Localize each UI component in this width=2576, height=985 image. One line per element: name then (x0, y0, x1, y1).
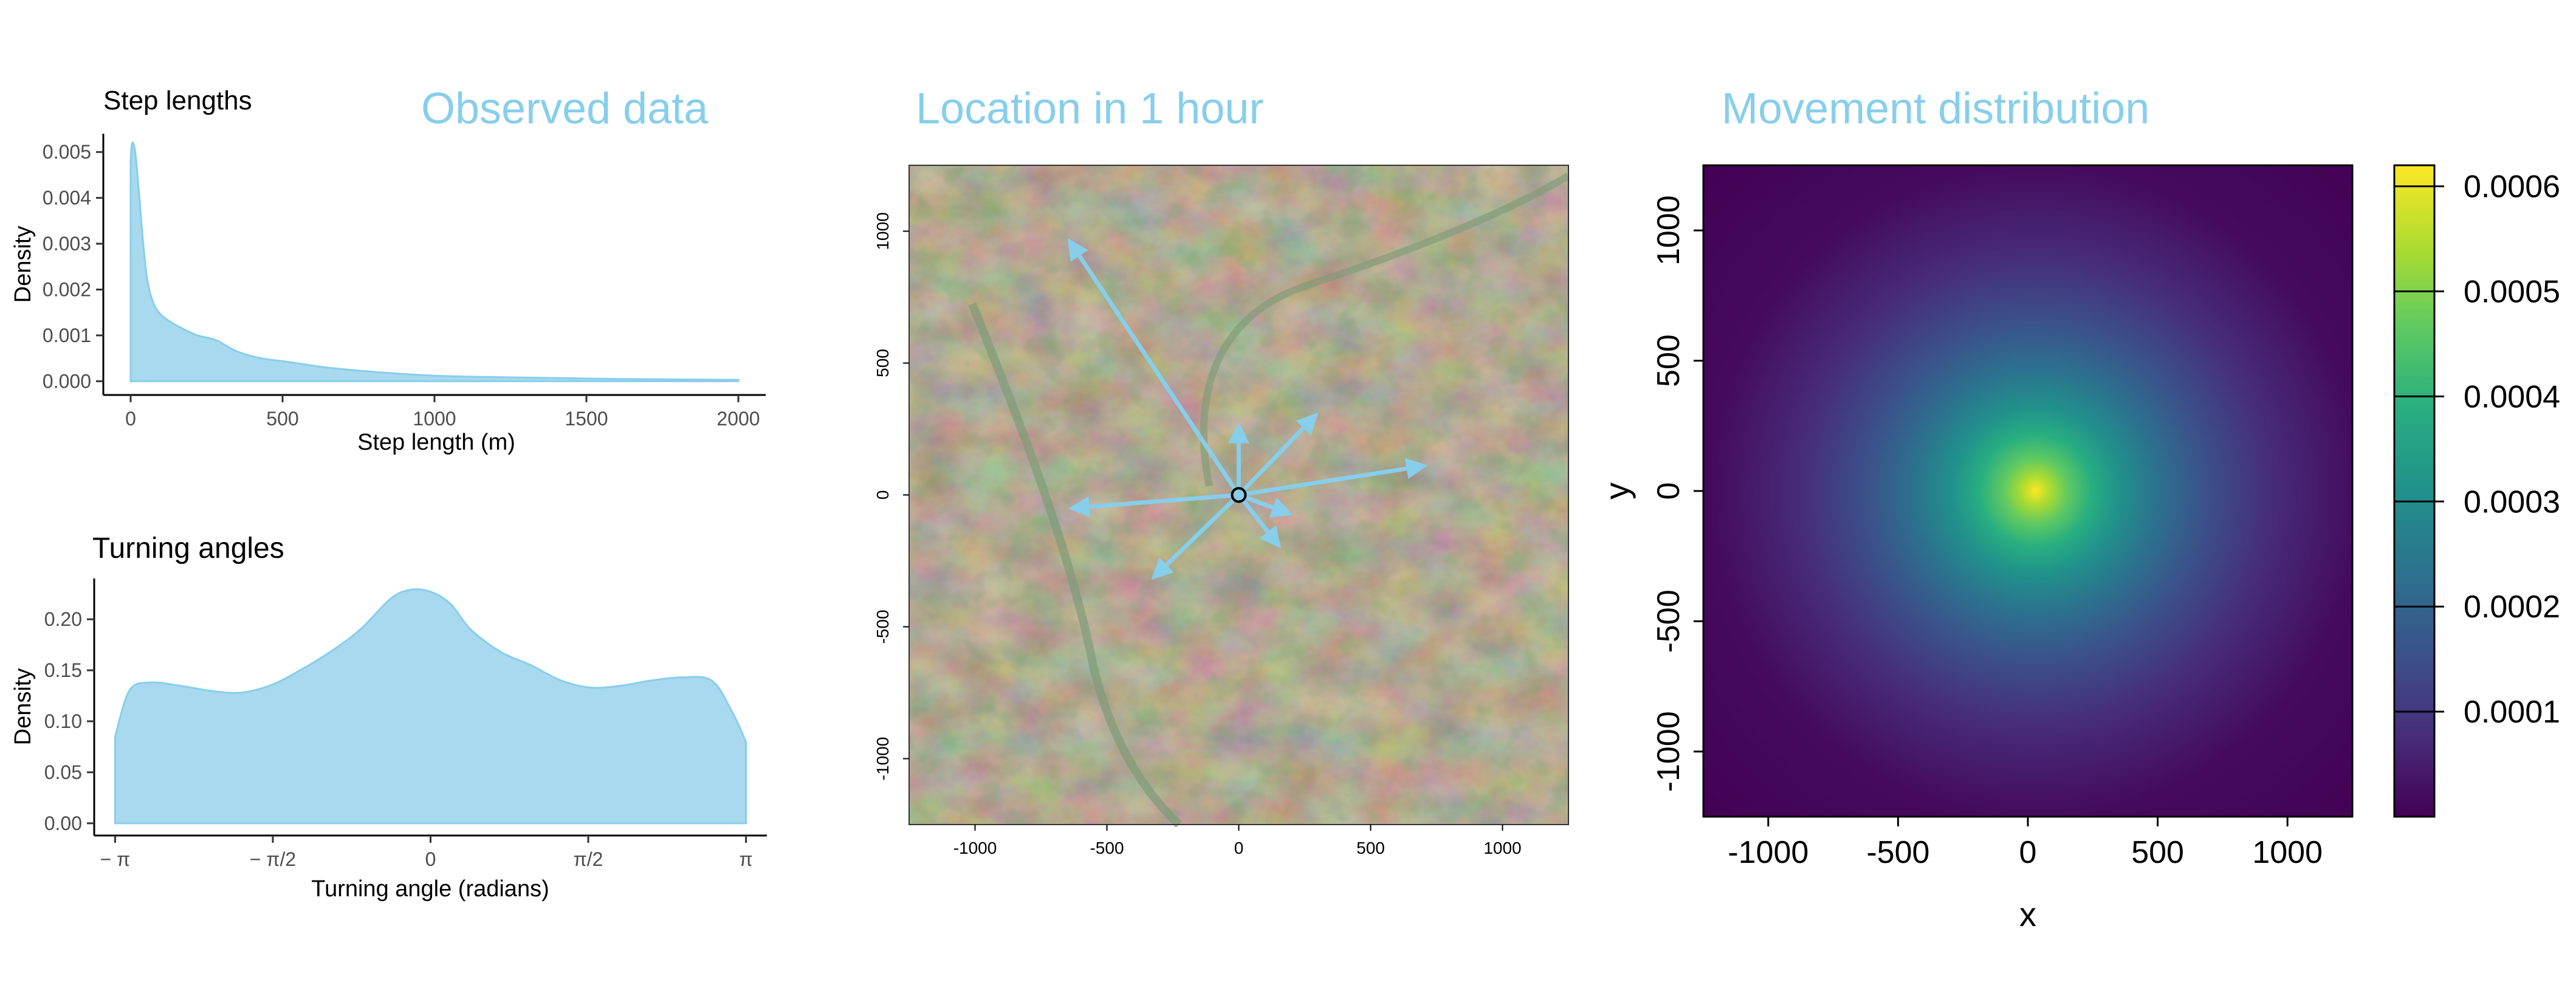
step-lengths-x-axis-label: Step length (m) (357, 430, 515, 455)
turning-angles-x-ticks: − π − π/2 0 π/2 π (100, 836, 753, 870)
location-origin-point (1231, 487, 1247, 503)
location-x-tick-label: 1000 (1483, 839, 1521, 857)
step-lengths-y-tick-label: 0.000 (43, 370, 91, 392)
movement-y-tick-label: 500 (1651, 334, 1686, 387)
heading-observed-data: Observed data (421, 84, 709, 133)
colorbar-tick-label: 0.0003 (2464, 484, 2560, 520)
step-length-density-area (129, 142, 740, 382)
movement-y-tick-label: 1000 (1651, 195, 1686, 266)
location-panel: -1000 -500 0 500 1000 -1000 -500 0 500 1000 (873, 165, 1570, 857)
movement-y-ticks: -1000 -500 0 500 1000 (1651, 195, 1703, 792)
location-y-tick-label: 500 (873, 349, 892, 377)
location-arrows (1067, 238, 1428, 580)
location-y-tick-label: 1000 (873, 212, 892, 250)
movement-y-axis-label: y (1598, 482, 1636, 499)
step-lengths-panel: Step lengths 0 500 1000 1500 2000 0.000 0.001… (10, 86, 766, 455)
location-y-tick-label: 0 (873, 490, 892, 500)
location-arrow (1067, 238, 1241, 496)
step-lengths-y-tick-label: 0.002 (43, 278, 91, 300)
step-lengths-y-tick-label: 0.001 (43, 324, 91, 346)
turning-angle-density-area (114, 588, 747, 825)
colorbar-tick-label: 0.0006 (2464, 170, 2560, 205)
heading-movement-distribution: Movement distribution (1722, 84, 2149, 133)
movement-x-tick-label: 0 (2019, 835, 2037, 870)
location-y-tick-label: -500 (873, 609, 892, 644)
location-y-tick-label: -1000 (873, 737, 892, 781)
turning-angles-y-tick-label: 0.15 (44, 659, 82, 681)
turning-angles-y-tick-label: 0.05 (44, 761, 82, 783)
step-lengths-x-tick-label: 1000 (413, 408, 456, 430)
turning-angles-y-tick-label: 0.00 (44, 812, 82, 834)
movement-y-tick-label: -1000 (1651, 711, 1686, 792)
location-arrow (1068, 493, 1239, 518)
step-lengths-x-tick-label: 500 (266, 408, 298, 430)
step-lengths-x-tick-label: 1500 (565, 408, 608, 430)
movement-y-tick-label: 0 (1651, 482, 1686, 500)
location-x-tick-label: -500 (1090, 839, 1124, 857)
location-arrow (1238, 458, 1428, 497)
turning-angles-x-axis-label: Turning angle (radians) (311, 876, 549, 902)
turning-angles-y-tick-label: 0.20 (44, 608, 82, 630)
turning-angles-x-tick-label: π (740, 848, 753, 870)
step-lengths-x-ticks: 0 500 1000 1500 2000 (125, 395, 760, 430)
colorbar (2393, 164, 2436, 818)
step-lengths-title: Step lengths (103, 86, 252, 115)
step-lengths-y-tick-label: 0.004 (43, 187, 91, 209)
turning-angles-y-axis-label: Density (10, 668, 36, 746)
movement-x-tick-label: 500 (2131, 835, 2184, 870)
turning-angles-panel: Turning angles − π − π/2 0 π/2 π 0.00 0.05 0.1… (10, 532, 767, 902)
turning-angles-x-tick-label: − π/2 (250, 848, 296, 870)
location-x-tick-label: -1000 (953, 839, 997, 857)
turning-angles-y-tick-label: 0.10 (44, 710, 82, 732)
movement-x-axis-label: x (2019, 895, 2036, 933)
turning-angles-x-tick-label: 0 (425, 848, 436, 870)
movement-x-tick-label: -500 (1866, 835, 1929, 870)
colorbar-ticks: 0.0001 0.0002 0.0003 0.0004 0.0005 0.0006 (2394, 170, 2560, 730)
location-y-ticks: -1000 -500 0 500 1000 (873, 212, 909, 780)
colorbar-tick-label: 0.0002 (2464, 589, 2560, 625)
turning-angles-y-ticks: 0.00 0.05 0.10 0.15 0.20 (44, 608, 94, 834)
location-arrow (1237, 413, 1319, 496)
satellite-river-left (968, 302, 1182, 828)
step-lengths-y-ticks: 0.000 0.001 0.002 0.003 0.004 0.005 (43, 141, 103, 392)
location-x-tick-label: 500 (1356, 839, 1385, 857)
location-x-tick-label: 0 (1234, 839, 1244, 857)
step-lengths-y-tick-label: 0.005 (43, 141, 91, 163)
step-lengths-y-axis-label: Density (10, 226, 36, 303)
location-arrow (1237, 493, 1281, 549)
turning-angles-x-tick-label: π/2 (574, 848, 603, 870)
movement-x-tick-label: -1000 (1728, 835, 1808, 870)
location-arrow (1151, 493, 1240, 580)
movement-x-ticks: -1000 -500 0 500 1000 (1728, 817, 2323, 870)
turning-angles-title: Turning angles (92, 532, 284, 565)
movement-y-tick-label: -500 (1651, 589, 1686, 653)
colorbar-tick-label: 0.0001 (2464, 695, 2560, 730)
heatmap-density (1703, 165, 2352, 817)
location-x-ticks: -1000 -500 0 500 1000 (953, 825, 1522, 857)
step-lengths-x-tick-label: 2000 (716, 408, 760, 430)
colorbar-tick-label: 0.0004 (2464, 379, 2560, 414)
turning-angles-x-tick-label: − π (100, 848, 131, 870)
movement-x-tick-label: 1000 (2252, 835, 2323, 870)
heading-location-in-1-hour: Location in 1 hour (916, 84, 1263, 133)
step-lengths-x-tick-label: 0 (125, 408, 136, 430)
location-arrow (1238, 493, 1293, 518)
step-lengths-y-tick-label: 0.003 (43, 233, 91, 255)
satellite-river-right (1200, 173, 1570, 487)
colorbar-tick-label: 0.0005 (2464, 274, 2560, 309)
